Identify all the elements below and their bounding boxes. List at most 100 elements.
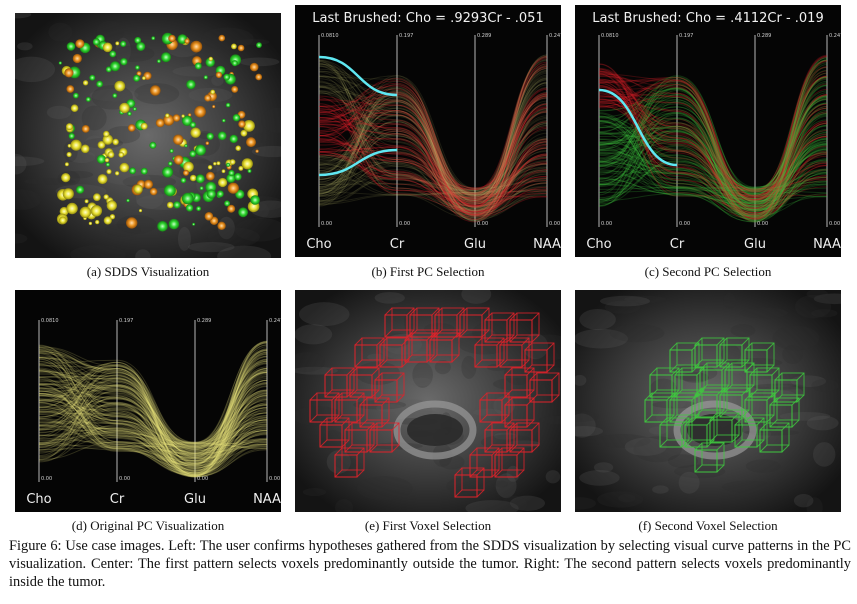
tissue-texture	[575, 413, 596, 438]
pc-curve	[38, 361, 268, 477]
tissue-texture	[811, 309, 838, 318]
pc-curve	[38, 380, 268, 450]
pc-curve	[38, 345, 268, 474]
pc-curve	[38, 390, 268, 467]
voxel-edge	[334, 469, 343, 478]
axis-max-tick: 0.0810	[321, 33, 339, 39]
pc-curve	[318, 100, 548, 192]
pc-curve	[318, 77, 548, 211]
voxel-edge	[474, 337, 483, 346]
voxel-edge	[369, 444, 378, 453]
first-pc-selection-panel[interactable]: Last Brushed: Cho = .9293Cr - .051 Cho 0.…	[295, 5, 561, 257]
voxel-edge	[346, 367, 355, 376]
voxel-edge	[384, 307, 393, 316]
sdds-sphere	[217, 221, 226, 230]
sdds-sphere	[151, 36, 156, 41]
pc-curve	[318, 64, 548, 217]
tissue-texture	[201, 222, 217, 234]
pc-curve	[598, 150, 828, 200]
pc-curve	[598, 57, 828, 220]
pc-curve	[598, 55, 828, 209]
voxel-edge	[721, 362, 730, 371]
sdds-sphere	[96, 80, 103, 88]
pc-plot-b[interactable]	[295, 5, 561, 257]
pc-curve	[38, 350, 268, 466]
voxel-cube-back	[531, 342, 555, 366]
pc-curve	[598, 66, 828, 206]
voxel-edge	[526, 367, 535, 376]
voxel-edge	[454, 467, 463, 476]
original-pc-panel[interactable]: Cho 0.0810 0.00 Cr 0.197 0.00 Glu 0.289 0.00 NAA 0…	[15, 290, 281, 512]
voxel-edge	[509, 422, 518, 431]
voxel-cube-front	[529, 379, 553, 403]
pc-curve	[38, 390, 268, 460]
pc-curve	[38, 351, 268, 468]
sdds-sphere	[105, 162, 110, 167]
voxel-cube-back	[716, 412, 740, 436]
axis-max-tick: 0.247	[549, 33, 561, 39]
axis-max-tick: 0.0810	[601, 33, 619, 39]
pc-curve	[598, 89, 828, 201]
pc-curve	[598, 111, 828, 211]
sdds-sphere	[90, 205, 103, 217]
axis-min-tick: 0.00	[477, 221, 489, 227]
pc-curve	[598, 84, 828, 196]
pc-curve	[318, 146, 548, 201]
sdds-sphere	[80, 144, 90, 154]
voxel-edge	[734, 417, 743, 426]
caption-b: (b) First PC Selection	[371, 264, 485, 279]
tissue-texture	[252, 132, 270, 143]
pc-curve	[38, 377, 268, 464]
voxel-edge	[379, 359, 388, 368]
voxel-edge	[791, 397, 800, 406]
voxel-edge	[501, 392, 510, 401]
pc-plot-c[interactable]	[575, 5, 841, 257]
pc-curve	[318, 82, 548, 207]
voxel-edge	[716, 442, 725, 451]
pc-curve	[38, 420, 268, 467]
voxel-cube-back	[511, 397, 535, 421]
pc-curve	[38, 408, 268, 448]
sdds-sphere	[190, 40, 203, 53]
voxel-cube-front	[749, 374, 773, 398]
pc-curve	[598, 149, 828, 202]
pc-curve	[318, 116, 548, 196]
tumor-core	[687, 414, 743, 446]
pc-curve	[598, 95, 828, 211]
pc-curve	[318, 109, 548, 213]
pc-curve	[318, 82, 548, 213]
pc-curve	[318, 104, 548, 193]
voxel-edge	[451, 332, 460, 341]
tissue-texture	[461, 355, 477, 379]
pc-curve	[598, 121, 828, 205]
sdds-sphere	[255, 149, 259, 153]
pc-plot-d[interactable]	[15, 290, 281, 512]
pc-curve	[598, 98, 828, 205]
voxel-cube-back	[381, 372, 405, 396]
pc-curve	[598, 66, 828, 192]
pc-curve	[318, 121, 548, 216]
pc-curve	[38, 393, 268, 460]
sdds-sphere	[149, 141, 157, 149]
voxel-cube-back	[706, 362, 730, 386]
pc-curve	[38, 370, 268, 462]
pc-curve	[38, 344, 268, 455]
pc-curve	[598, 140, 828, 208]
pc-curve	[598, 67, 828, 219]
tissue-texture	[376, 403, 405, 413]
pc-curve	[38, 364, 268, 475]
voxel-edge	[456, 307, 465, 316]
pc-curve	[318, 156, 548, 211]
pc-background	[575, 5, 841, 257]
tissue-texture	[811, 378, 839, 392]
pc-curve	[598, 70, 828, 196]
sdds-sphere	[216, 161, 221, 166]
second-pc-selection-panel[interactable]: Last Brushed: Cho = .4112Cr - .019 Cho 0.…	[575, 5, 841, 257]
sdds-sphere	[218, 177, 228, 188]
pc-curve	[598, 85, 828, 220]
voxel-cube-back	[666, 417, 690, 441]
voxel-edge	[479, 414, 488, 423]
sdds-sphere	[183, 161, 194, 173]
sdds-sphere	[102, 42, 113, 53]
voxel-cube-front	[669, 399, 693, 423]
